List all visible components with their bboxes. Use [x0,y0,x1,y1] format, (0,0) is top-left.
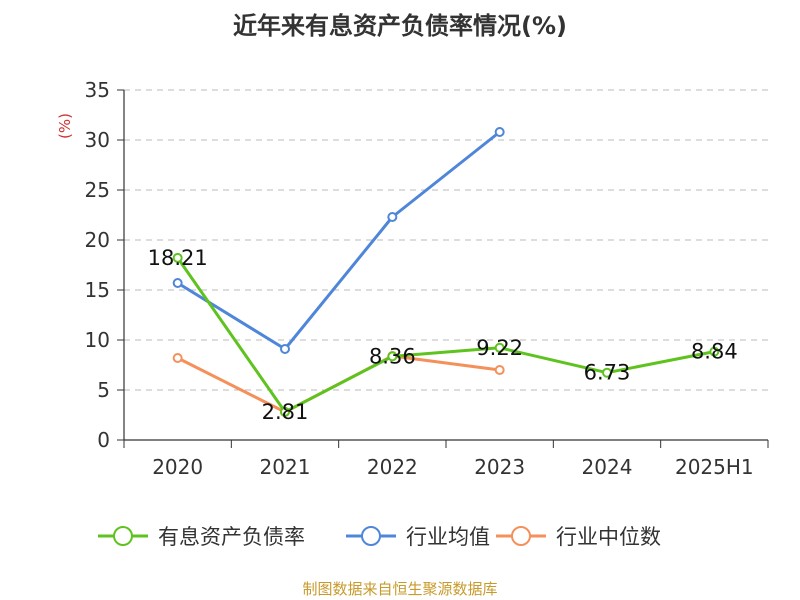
series-line [176,130,501,351]
data-point [280,344,290,354]
y-tick-label: 5 [97,378,110,402]
data-label: 2.81 [262,400,309,424]
data-point [280,406,290,417]
legend-label: 行业中位数 [556,525,661,549]
data-point [172,353,183,363]
legend-marker [361,526,381,546]
grid-lines [124,89,768,391]
data-point [172,278,183,288]
source-note: 制图数据来自恒生聚源数据库 [302,580,498,598]
y-tick-label: 20 [85,228,110,252]
y-tick-label: 30 [85,128,110,152]
data-label: 8.36 [369,344,416,368]
data-point [172,252,183,263]
data-label: 8.84 [691,340,738,364]
x-tick-label: 2020 [152,455,203,479]
y-tick-label: 10 [85,328,110,352]
x-tick-label: 2023 [474,455,525,479]
x-tick-label: 2022 [367,455,418,479]
data-point [494,342,505,353]
y-tick-label: 35 [85,78,110,102]
legend-marker [113,526,133,546]
data-point [494,127,505,137]
legend-label: 行业均值 [406,525,490,549]
legend: 有息资产负债率 行业均值 行业中位数 [98,525,661,549]
legend-marker [511,526,531,546]
data-point [387,212,398,222]
y-tick-label: 0 [97,428,110,452]
data-label: 6.73 [584,361,631,385]
series-layer [172,127,720,417]
axes: 0 5 10 15 20 25 30 35 2020 2021 2022 2023 2024 2025H1… [56,78,769,479]
y-axis-unit: (%) [56,113,74,139]
chart-title: 近年来有息资产负债率情况(%) [233,12,567,40]
data-point [602,367,612,378]
x-tick-label: 2024 [582,455,633,479]
x-tick-label: 2021 [260,455,311,479]
data-point [387,351,398,362]
x-tick-label: 2025H1 [675,455,754,479]
y-tick-label: 25 [85,178,110,202]
data-point [709,346,720,357]
data-point [494,365,505,375]
data-label: 9.22 [476,336,523,360]
data-label: 18.21 [148,246,208,270]
legend-label: 有息资产负债率 [158,525,305,549]
series-line [176,257,715,414]
y-tick-label: 15 [85,278,110,302]
data-labels: 18.21 2.81 8.36 9.22 6.73 8.84 [148,246,738,424]
